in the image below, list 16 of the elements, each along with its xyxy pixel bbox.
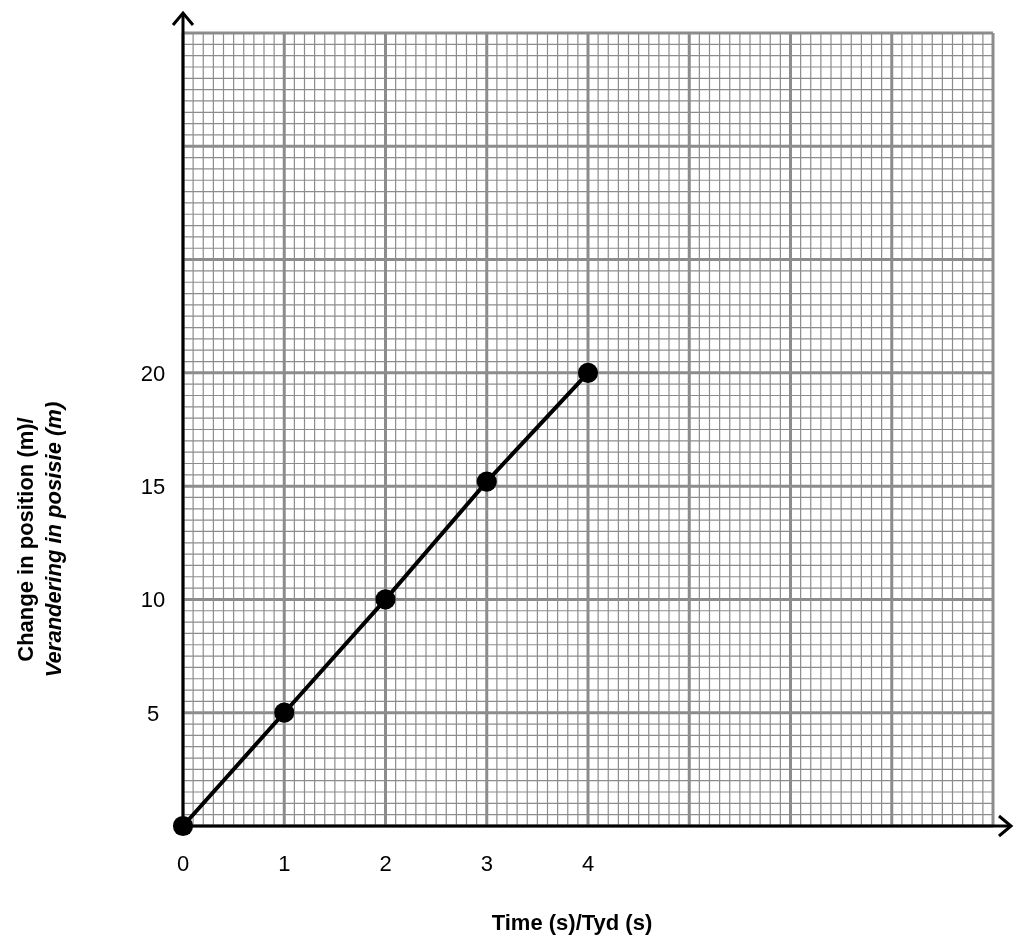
y-tick-label: 5 — [146, 700, 160, 726]
x-tick-label: 1 — [278, 851, 291, 876]
x-tick-label: 4 — [581, 851, 595, 876]
point — [476, 471, 497, 492]
x-axis-title: Time (s)/Tyd (s) — [491, 910, 653, 935]
x-tick-label: 0 — [176, 851, 190, 876]
y-tick-label: 20 — [140, 360, 166, 386]
y-tick-label: 15 — [140, 474, 166, 500]
point — [375, 589, 396, 610]
point — [274, 702, 295, 723]
y-tick-label: 10 — [140, 587, 166, 613]
point — [172, 815, 194, 837]
x-tick-label: 3 — [480, 851, 493, 876]
y-axis-title: Change in position (m)/ Verandering in posisie (m) — [13, 401, 66, 678]
x-tick-label: 2 — [379, 851, 392, 876]
point — [577, 362, 599, 383]
